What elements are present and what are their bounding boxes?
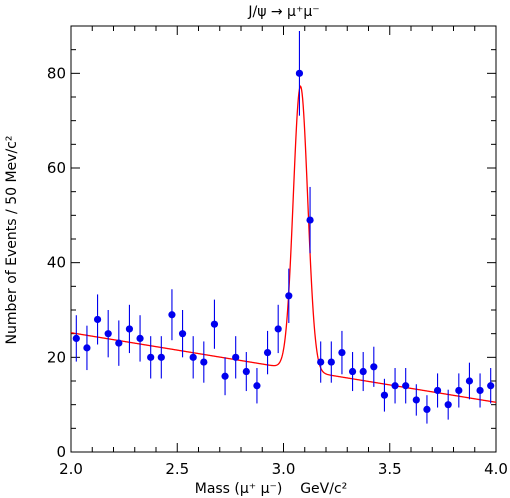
data-point: [402, 382, 410, 390]
y-axis-label: Number of Events / 50 Mev/c²: [4, 136, 20, 345]
data-point: [476, 386, 484, 395]
data-point: [487, 382, 495, 390]
x-tick-label: 2.5: [165, 460, 189, 478]
data-point: [412, 396, 420, 404]
data-point: [327, 358, 335, 366]
data-point: [93, 315, 102, 324]
y-tick-label: 60: [47, 159, 66, 177]
data-point: [147, 353, 155, 361]
data-point: [380, 391, 389, 399]
data-point: [274, 325, 282, 333]
data-point: [104, 330, 112, 338]
y-tick-label: 0: [56, 443, 66, 461]
data-point: [125, 325, 134, 333]
data-points: [72, 30, 495, 424]
data-point: [359, 367, 367, 376]
data-point: [210, 320, 219, 328]
data-point: [263, 349, 272, 357]
data-point: [178, 330, 187, 338]
y-tick-label: 80: [47, 64, 66, 82]
data-point: [465, 377, 474, 385]
y-axis: 0 20 40 60 80: [47, 25, 496, 461]
plot-frame: [70, 25, 497, 453]
chart-title: J/ψ → μ⁺μ⁻: [247, 4, 319, 20]
data-point: [242, 367, 250, 376]
data-point: [285, 292, 293, 300]
x-axis-label: Mass (μ⁺ μ⁻) GeV/c²: [195, 481, 348, 497]
data-point: [317, 358, 325, 366]
data-point: [136, 334, 144, 342]
data-point: [444, 401, 452, 409]
data-point: [232, 353, 240, 361]
data-point: [391, 382, 399, 390]
data-point: [221, 372, 229, 380]
data-point: [295, 69, 304, 77]
data-point: [168, 311, 176, 319]
data-point: [72, 334, 80, 342]
data-point: [115, 339, 123, 347]
data-point: [370, 363, 378, 371]
fit-curve: [70, 85, 497, 403]
x-tick-label: 3.0: [272, 460, 296, 478]
data-point: [455, 386, 463, 395]
y-tick-label: 40: [47, 254, 66, 272]
x-axis: 2.0 2.5 3.0 3.5 4.0: [59, 26, 508, 478]
data-point: [200, 358, 208, 366]
data-point: [433, 386, 442, 395]
x-tick-label: 4.0: [484, 460, 508, 478]
data-point: [83, 344, 91, 352]
x-tick-label: 2.0: [59, 460, 83, 478]
data-point: [253, 382, 261, 390]
data-point: [423, 405, 431, 413]
x-tick-label: 3.5: [378, 460, 402, 478]
y-tick-label: 20: [47, 348, 66, 366]
data-point: [338, 349, 346, 357]
data-point: [189, 353, 197, 361]
data-point: [348, 367, 357, 376]
data-point: [157, 353, 165, 361]
data-point: [306, 216, 314, 224]
